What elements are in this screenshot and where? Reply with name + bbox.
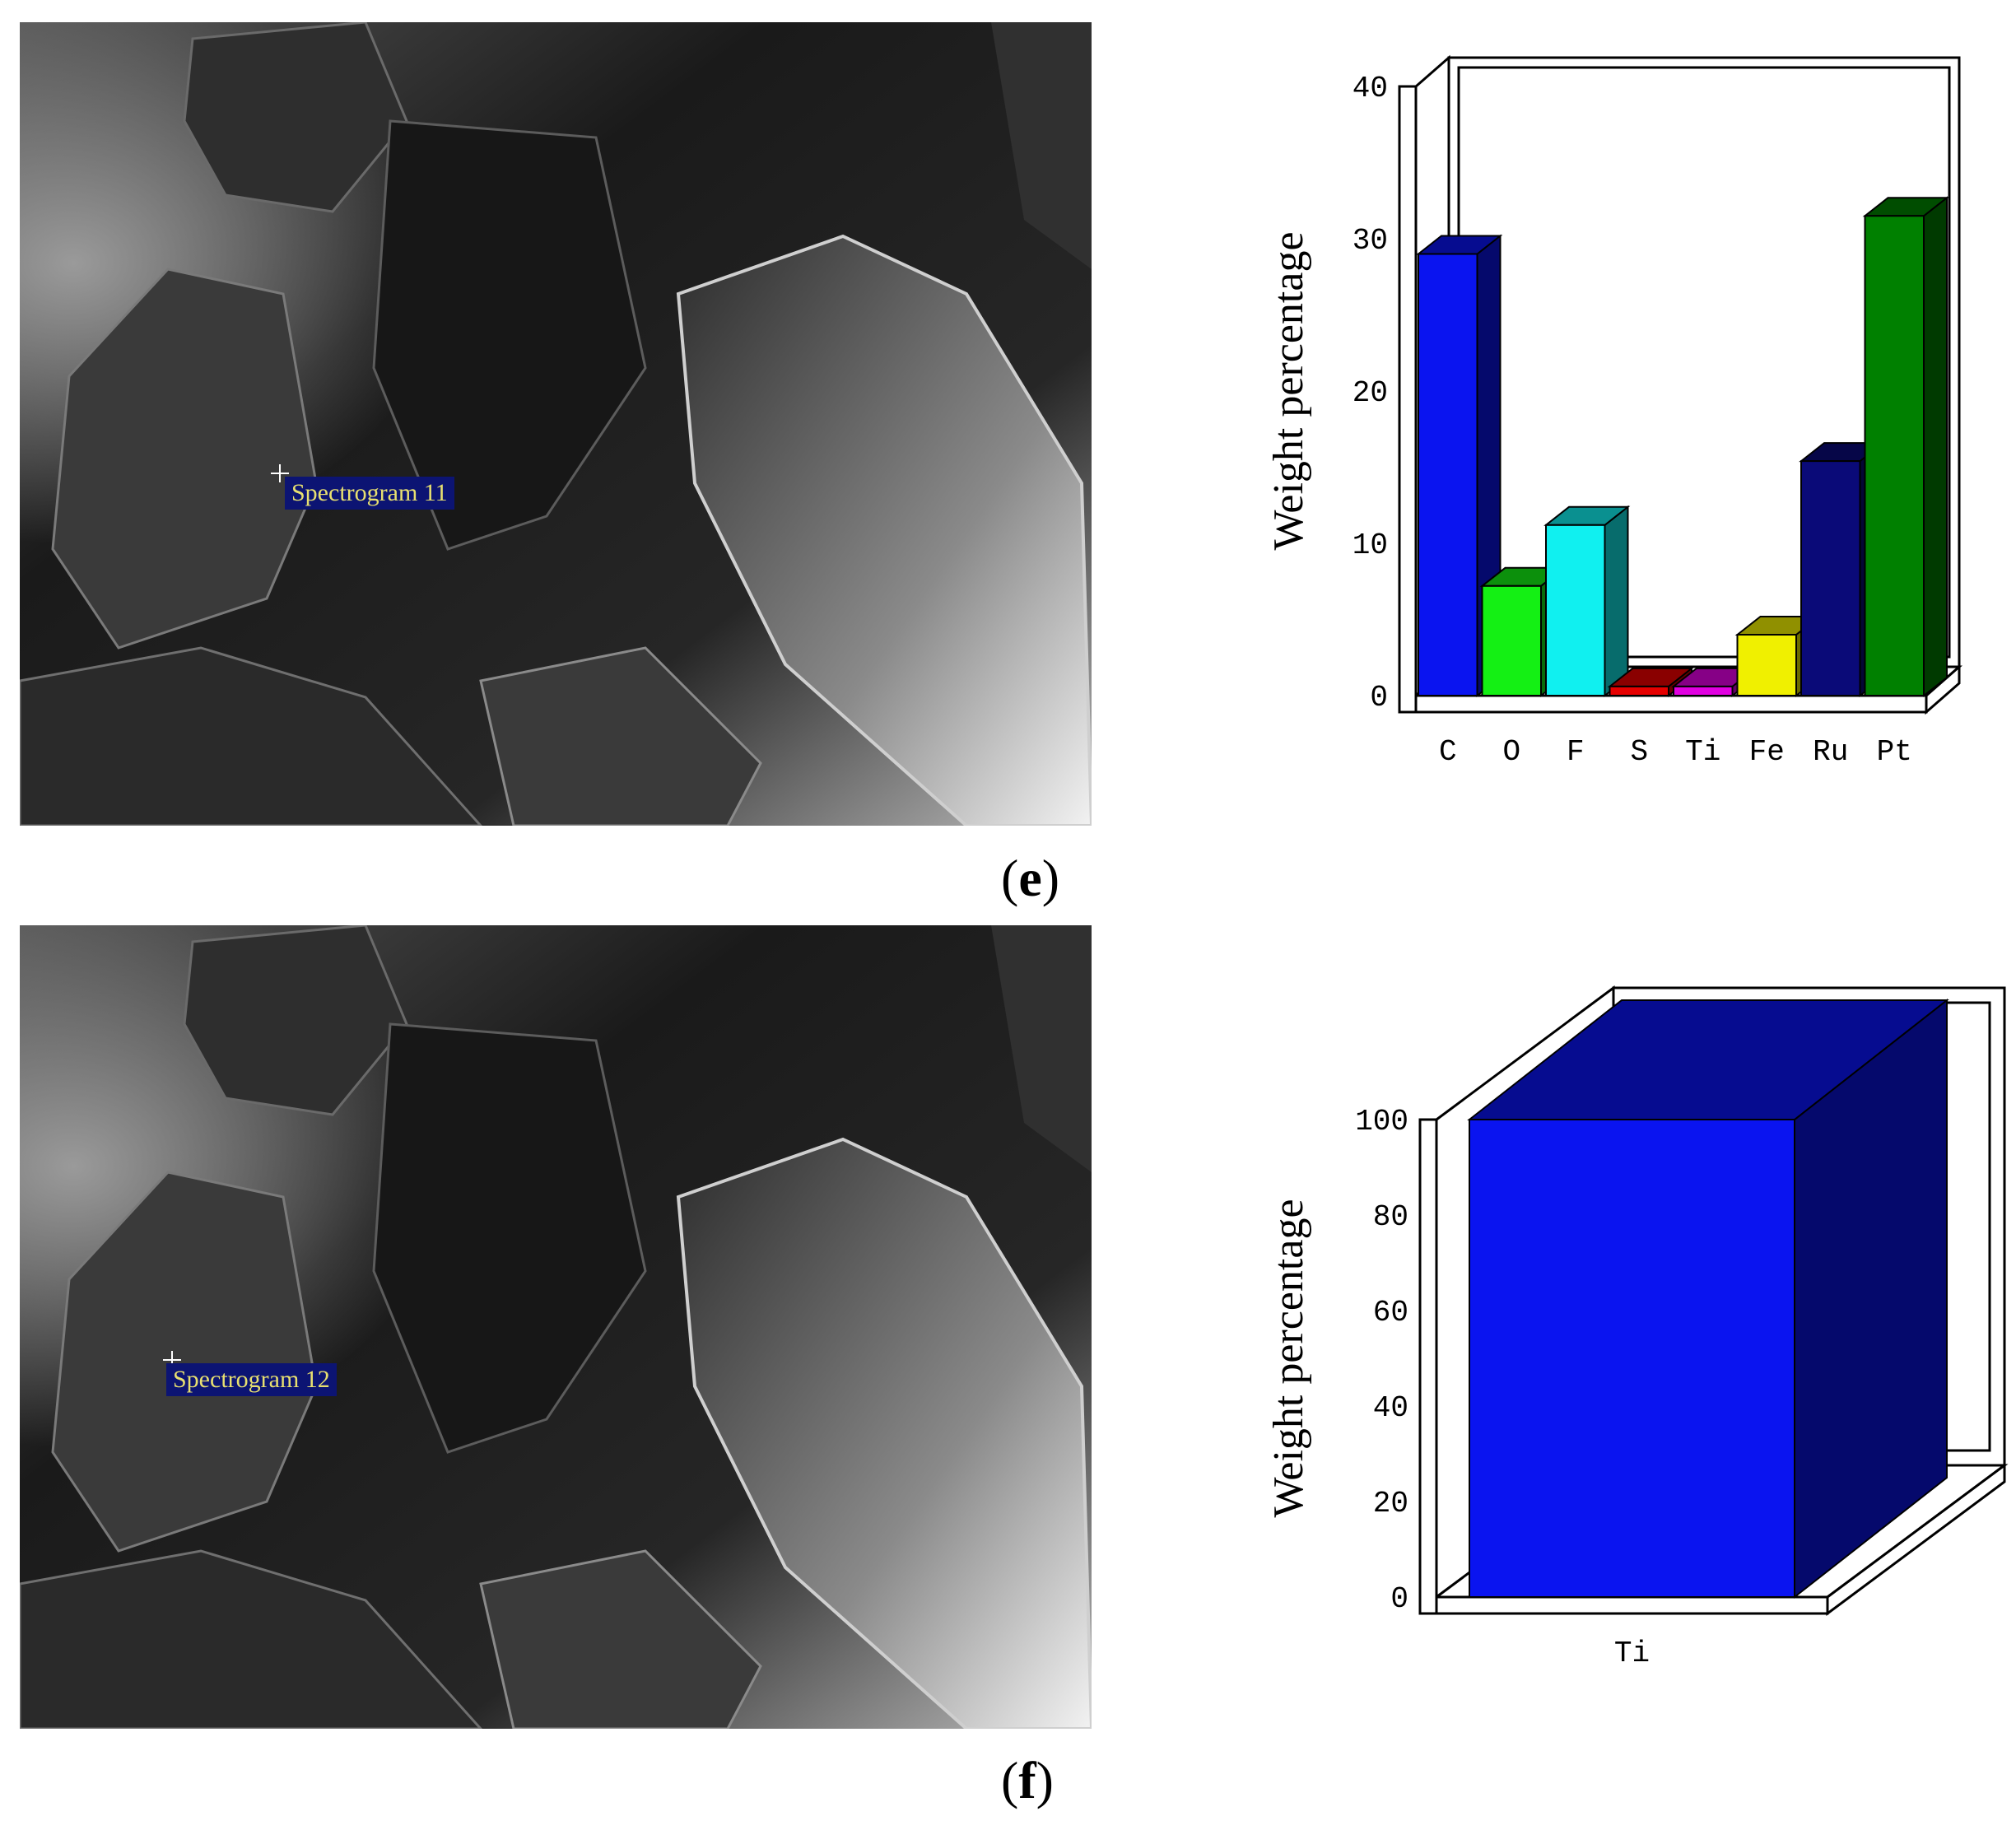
sem-image-f: Spectrogram 12 bbox=[20, 925, 1092, 1729]
panel-label-f: (f) bbox=[1001, 1751, 1054, 1809]
bar-front bbox=[1469, 1119, 1795, 1598]
y-tick-label: 10 bbox=[1353, 529, 1388, 562]
sem-image-e: Spectrogram 11 bbox=[20, 22, 1092, 826]
bar-front bbox=[1736, 634, 1797, 696]
y-axis-title: Weight percentage bbox=[1265, 231, 1312, 550]
x-tick-label: Ru bbox=[1813, 735, 1848, 769]
chart-axis-band bbox=[1418, 1118, 1438, 1615]
spectrogram-label: Spectrogram 12 bbox=[166, 1363, 337, 1396]
y-tick-label: 0 bbox=[1370, 681, 1388, 715]
bar-front bbox=[1800, 460, 1861, 696]
bar-front bbox=[1673, 685, 1734, 697]
spectrum-point-marker bbox=[163, 1351, 181, 1369]
y-tick-label: 30 bbox=[1353, 224, 1388, 258]
chart-axis-band bbox=[1398, 85, 1418, 714]
spectrogram-label: Spectrogram 11 bbox=[285, 477, 454, 510]
y-tick-label: 20 bbox=[1373, 1487, 1408, 1520]
x-tick-label: Pt bbox=[1877, 735, 1912, 769]
x-tick-label: Fe bbox=[1749, 735, 1785, 769]
chart-floor-side bbox=[1925, 664, 1961, 715]
x-tick-label: S bbox=[1630, 735, 1648, 769]
chart-floor-front bbox=[1414, 694, 1928, 714]
bar-chart-f: 0 20 40 60 80 100 Weight percentage Ti bbox=[1243, 955, 2016, 1696]
bar-front bbox=[1418, 253, 1478, 696]
y-axis-title: Weight percentage bbox=[1265, 1199, 1312, 1517]
x-tick-label: C bbox=[1439, 735, 1457, 769]
sem-micrograph-f bbox=[20, 925, 1092, 1729]
y-tick-label: 60 bbox=[1373, 1296, 1408, 1329]
x-tick-label: Ti bbox=[1614, 1637, 1650, 1670]
bar-front bbox=[1481, 584, 1542, 696]
spectrum-point-marker bbox=[271, 464, 289, 482]
sem-micrograph-e bbox=[20, 22, 1092, 826]
x-tick-label: F bbox=[1567, 735, 1585, 769]
x-tick-label: Ti bbox=[1685, 735, 1720, 769]
panel-label-e: (e) bbox=[1001, 849, 1060, 907]
bar-side bbox=[1923, 196, 1948, 698]
y-tick-label: 100 bbox=[1355, 1105, 1408, 1139]
y-tick-label: 40 bbox=[1373, 1391, 1408, 1425]
y-tick-label: 80 bbox=[1373, 1200, 1408, 1234]
bar-chart-e-svg: 0 10 20 30 40 Weight percentage C O F S Ti Fe Ru Pt bbox=[1265, 54, 1962, 769]
y-tick-label: 20 bbox=[1353, 376, 1388, 410]
bar-Pt bbox=[1862, 196, 1949, 698]
bar-chart-e: 0 10 20 30 40 Weight percentage C O F S Ti Fe Ru Pt bbox=[1243, 33, 1984, 823]
bar-front bbox=[1545, 524, 1606, 696]
bar-front bbox=[1609, 685, 1669, 697]
x-tick-label: O bbox=[1502, 735, 1520, 769]
y-tick-label: 0 bbox=[1390, 1582, 1408, 1616]
chart-floor-front bbox=[1435, 1595, 1829, 1615]
bar-side bbox=[1604, 505, 1629, 698]
chart-floor-side bbox=[1826, 1463, 2006, 1616]
bar-chart-f-svg: 0 20 40 60 80 100 Weight percentage Ti bbox=[1265, 985, 2009, 1670]
y-tick-label: 40 bbox=[1353, 72, 1388, 105]
bar-front bbox=[1864, 215, 1925, 696]
bar-Ti bbox=[1467, 998, 1949, 1600]
bar-F bbox=[1543, 505, 1631, 698]
